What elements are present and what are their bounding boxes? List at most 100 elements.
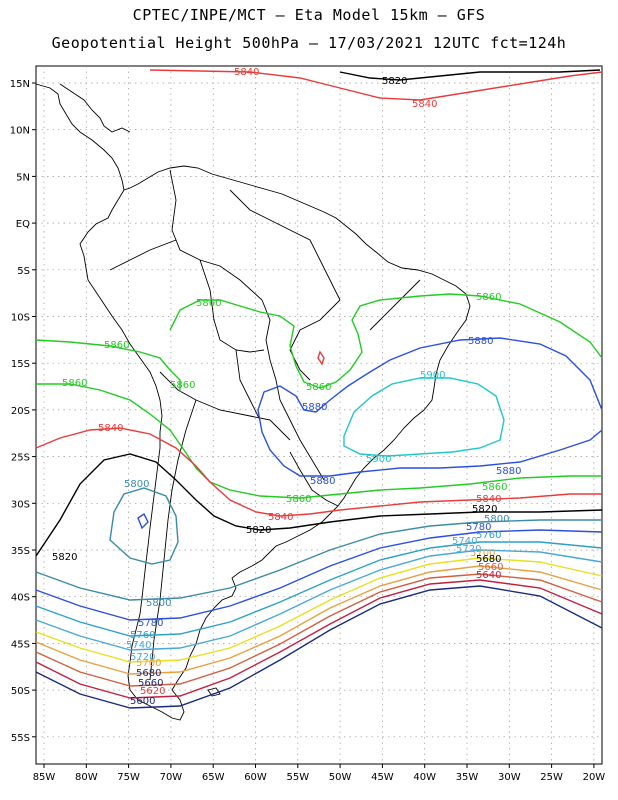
- contour-5720: [35, 557, 603, 663]
- label-5860-h: 5860: [286, 494, 311, 505]
- label-5760-b: 5760: [130, 630, 155, 641]
- contour-5860-interior: [169, 293, 603, 389]
- label-5840-north: 5840: [234, 67, 259, 78]
- lat-label: 20S: [11, 406, 30, 417]
- country-borders: [109, 169, 421, 681]
- label-5740-a: 5740: [452, 536, 477, 547]
- label-5900-b: 5900: [366, 454, 391, 465]
- lat-label: 10N: [10, 126, 30, 137]
- label-5800-b: 5800: [484, 514, 509, 525]
- lon-label: 30W: [498, 772, 521, 783]
- map-frame: [35, 65, 603, 765]
- label-5600-a: 5600: [130, 696, 155, 707]
- label-5800-a: 5800: [124, 479, 149, 490]
- contour-5660: [35, 579, 603, 699]
- label-5760-a: 5760: [476, 530, 501, 541]
- lat-label: 30S: [11, 499, 30, 510]
- axes: 15N 10N 5N EQ 5S 10S 15S 20S 25S 30S 35S 40S 45S 50S 5…: [10, 79, 606, 783]
- label-5700-b: 5700: [136, 658, 161, 669]
- falklands: [207, 687, 221, 697]
- lat-label: 5S: [17, 266, 30, 277]
- label-5720-b: 5720: [130, 652, 155, 663]
- coastlines: [35, 83, 471, 721]
- contour-red-small: [317, 350, 325, 366]
- label-5880-d: 5880: [310, 476, 335, 487]
- map-title-line-1: CPTEC/INPE/MCT – Eta Model 15km – GFS: [132, 6, 486, 24]
- label-5680-b: 5680: [136, 668, 161, 679]
- label-5860-f: 5860: [306, 382, 331, 393]
- contour-5640: [35, 585, 603, 709]
- label-5860-d: 5860: [62, 378, 87, 389]
- caribbean-coast: [59, 83, 131, 133]
- lat-label: EQ: [16, 219, 30, 230]
- contour-5900: [343, 377, 505, 457]
- contour-labels: 5840 5820 5840 5860 5860 5860 5860 5860 …: [52, 67, 521, 707]
- label-5880-a: 5880: [468, 336, 493, 347]
- contours: [35, 69, 603, 709]
- lon-label: 70W: [160, 772, 183, 783]
- lat-label: 5N: [16, 172, 30, 183]
- lon-label: 55W: [286, 772, 309, 783]
- label-5840-e: 5840: [268, 512, 293, 523]
- label-5820-b: 5820: [472, 504, 497, 515]
- lon-label: 25W: [540, 772, 563, 783]
- lon-label: 85W: [33, 772, 56, 783]
- label-5860-a: 5860: [196, 298, 221, 309]
- lat-label: 15N: [10, 79, 30, 90]
- label-5740-b: 5740: [126, 640, 151, 651]
- contour-5880: [257, 337, 603, 477]
- label-5780-a: 5780: [466, 522, 491, 533]
- lat-label: 40S: [11, 593, 30, 604]
- label-5720-a: 5720: [456, 544, 481, 555]
- contour-5860-south: [36, 383, 602, 499]
- lat-label: 15S: [11, 359, 30, 370]
- contour-5780: [35, 529, 603, 621]
- label-5820-d: 5820: [52, 552, 77, 563]
- label-5840-c: 5840: [98, 423, 123, 434]
- label-5860-g: 5860: [482, 482, 507, 493]
- map-title-line-2: Geopotential Height 500hPa – 17/03/2021 …: [51, 34, 567, 52]
- label-5640-a: 5640: [476, 570, 501, 581]
- contour-5860-main: [35, 339, 181, 392]
- lon-label: 80W: [75, 772, 98, 783]
- lat-label: 55S: [11, 733, 30, 744]
- contour-5840-south: [35, 427, 602, 517]
- lon-label: 60W: [244, 772, 267, 783]
- central-america-coast: [35, 83, 125, 191]
- contour-5820-south: [35, 453, 603, 557]
- lat-label: 50S: [11, 686, 30, 697]
- lat-label: 25S: [11, 453, 30, 464]
- contour-5700: [35, 565, 603, 675]
- label-5800-c: 5800: [146, 598, 171, 609]
- contour-5820-north: [339, 69, 601, 81]
- lon-label: 45W: [371, 772, 394, 783]
- label-5680-a: 5680: [476, 554, 501, 565]
- contour-5800-closed: [109, 487, 179, 565]
- contour-5760: [35, 541, 603, 637]
- label-5780-b: 5780: [138, 618, 163, 629]
- lon-label: 20W: [583, 772, 606, 783]
- label-5860-e: 5860: [170, 380, 195, 391]
- label-5860-c: 5860: [104, 340, 129, 351]
- label-5820-c: 5820: [246, 525, 271, 536]
- label-5660-a: 5660: [478, 562, 503, 573]
- label-5620-a: 5620: [140, 686, 165, 697]
- label-5900-a: 5900: [420, 370, 445, 381]
- label-5880-b: 5880: [302, 402, 327, 413]
- contour-5840-north: [149, 69, 603, 101]
- label-5840-d: 5840: [476, 494, 501, 505]
- lat-label: 45S: [11, 639, 30, 650]
- grid-lines: [36, 66, 602, 764]
- label-5660-b: 5660: [138, 678, 163, 689]
- south-america-coast: [79, 165, 471, 721]
- lat-label: 10S: [11, 313, 30, 324]
- lon-label: 65W: [202, 772, 225, 783]
- label-5880-c: 5880: [496, 466, 521, 477]
- contour-5680: [35, 573, 603, 687]
- contour-5800-small: [137, 512, 149, 530]
- contour-5740: [35, 549, 603, 651]
- label-5840-north-b: 5840: [412, 99, 437, 110]
- lat-label: 35S: [11, 546, 30, 557]
- label-5860-b: 5860: [476, 292, 501, 303]
